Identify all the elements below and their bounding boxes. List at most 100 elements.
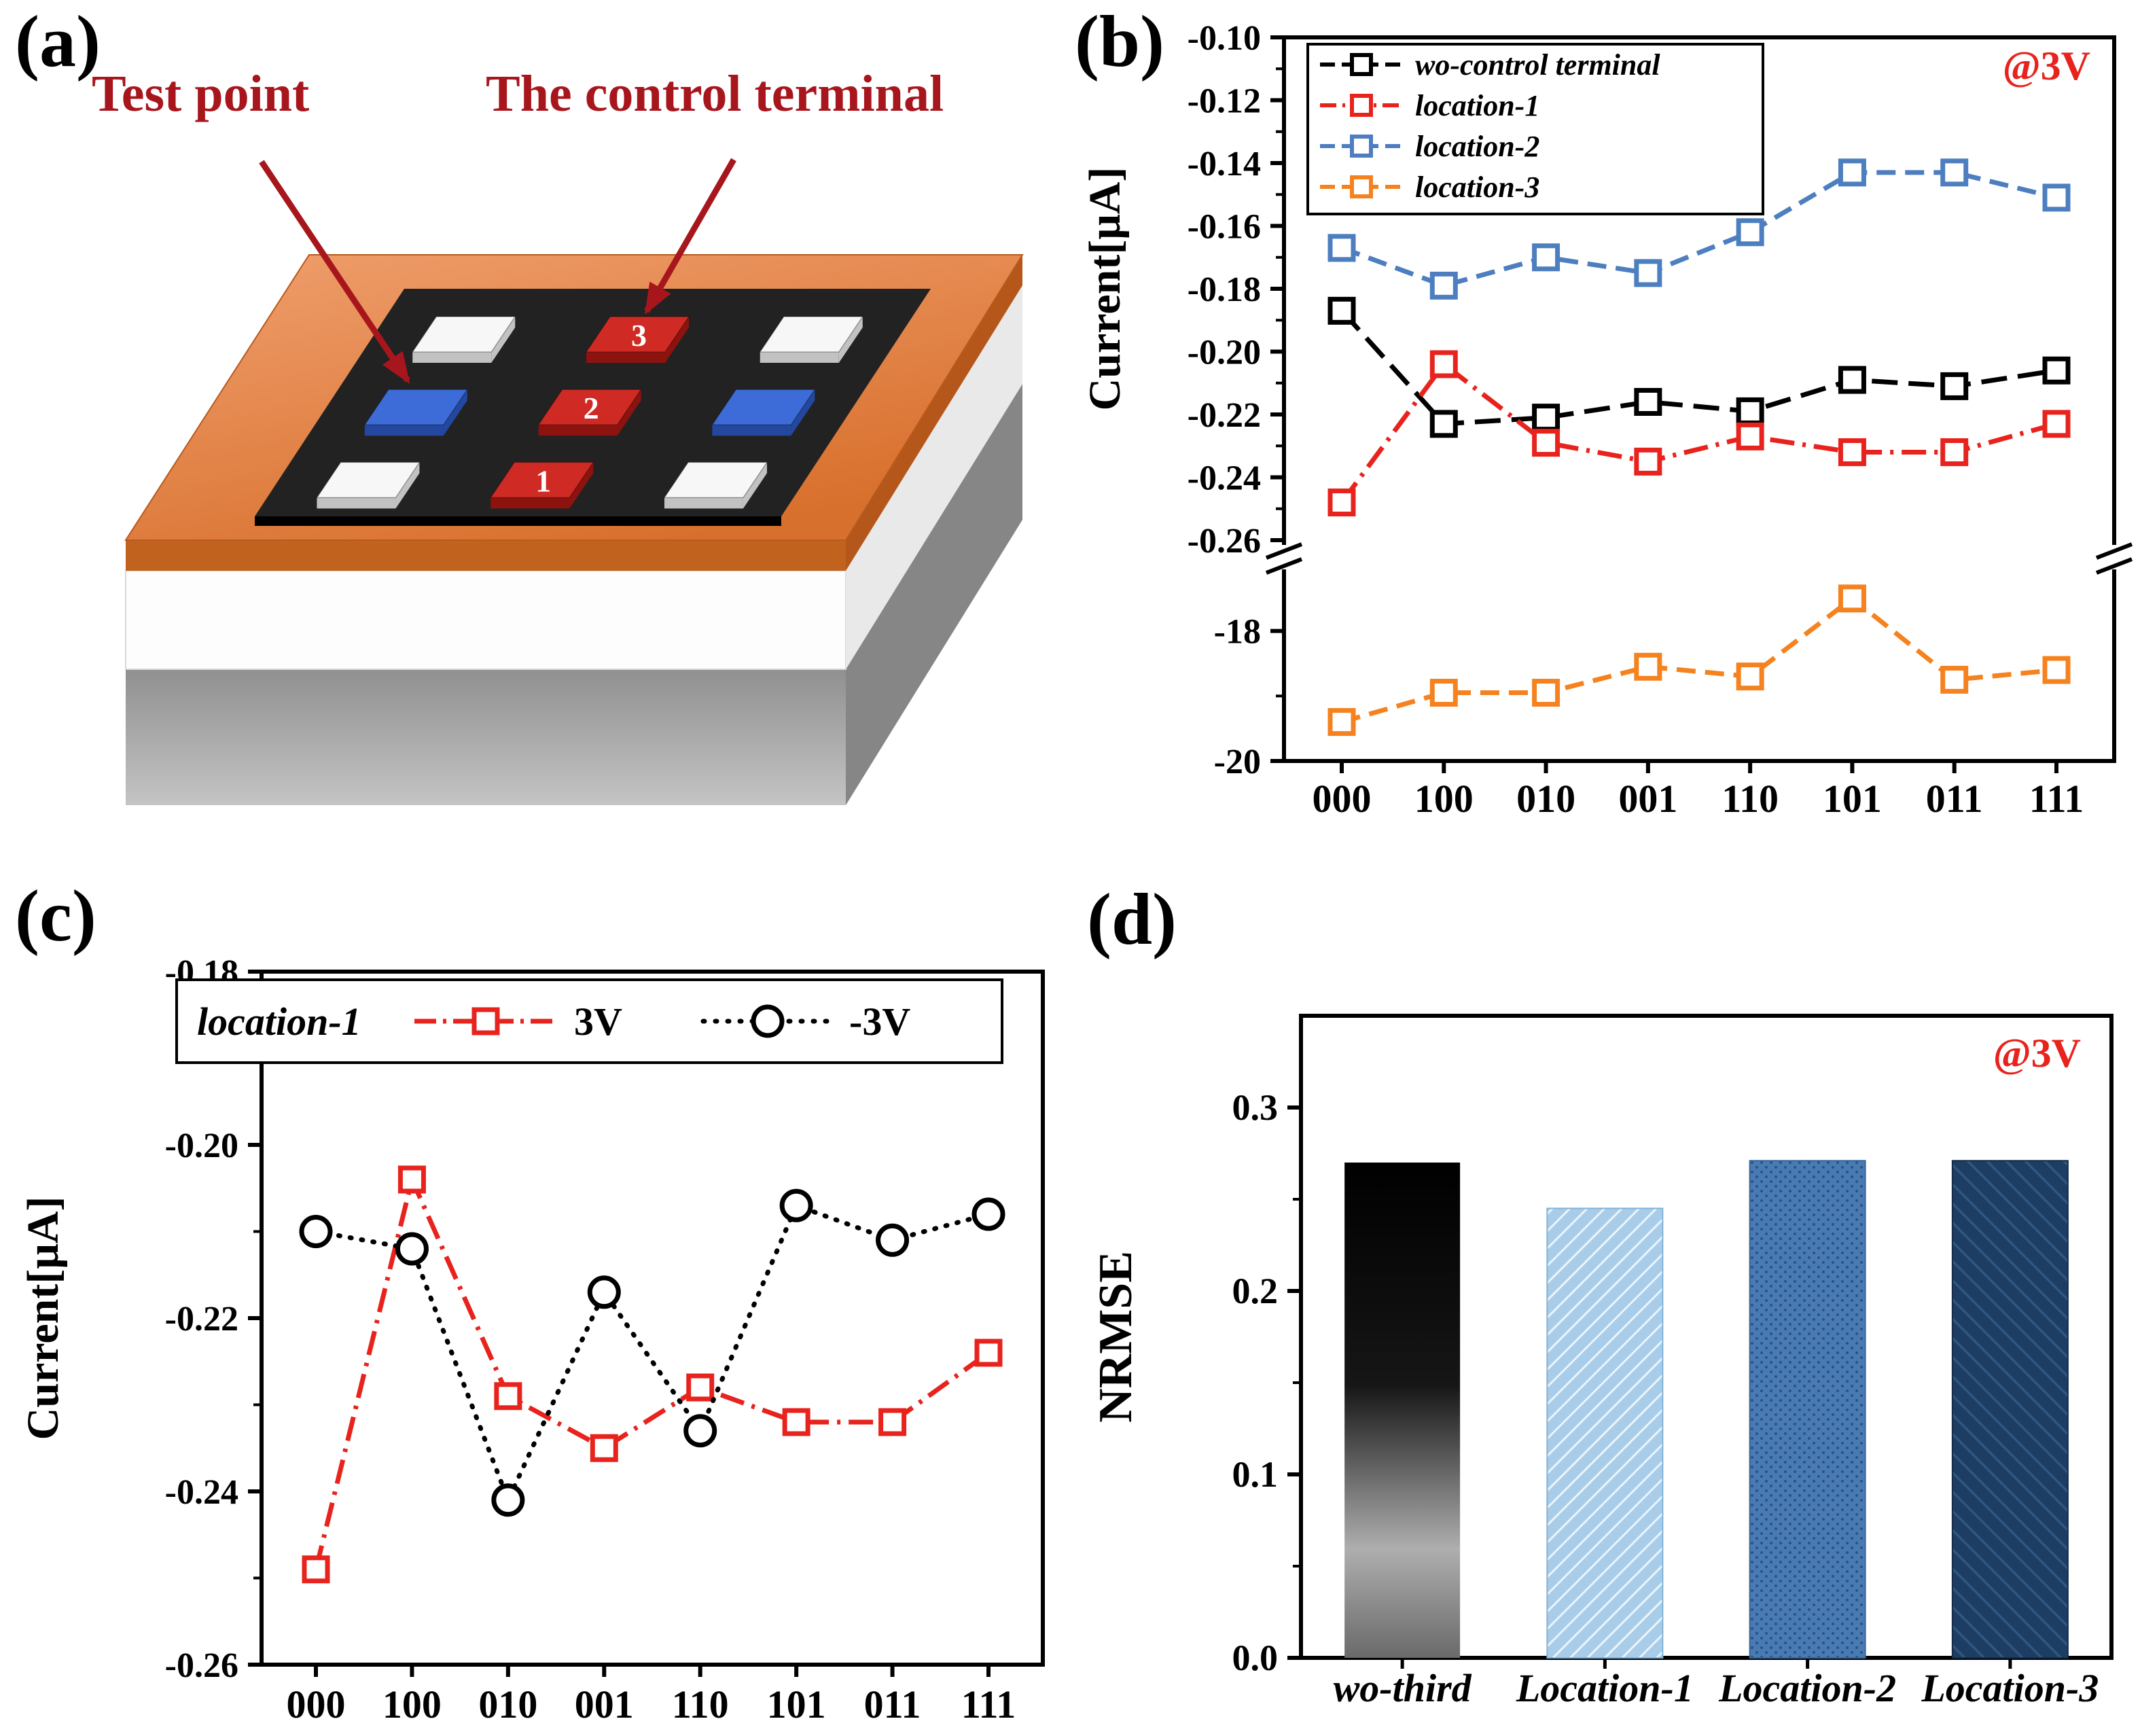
x-tick-label: 100 — [382, 1682, 442, 1726]
y-tick-label: -0.12 — [1188, 82, 1261, 121]
legend-label: -3V — [849, 999, 910, 1044]
legend-marker — [751, 1004, 785, 1038]
y-tick-label: -0.22 — [1188, 396, 1261, 435]
data-marker — [1736, 218, 1764, 247]
pad-side-face — [443, 389, 467, 436]
pad-electrode — [411, 316, 516, 353]
insulator-side-face — [846, 285, 1022, 669]
data-marker — [1634, 447, 1662, 476]
y-tick-label: -18 — [1214, 613, 1261, 652]
legend-marker — [1350, 175, 1373, 198]
pad-electrode — [663, 461, 768, 499]
pad-control — [585, 316, 690, 353]
substrate-side-face — [846, 384, 1022, 805]
y-axis-title: NRMSE — [1090, 1251, 1142, 1423]
x-tick-label: 010 — [1516, 777, 1575, 821]
legend-marker — [1350, 94, 1373, 117]
x-tick-label: 101 — [1823, 777, 1882, 821]
legend-marker — [1350, 135, 1373, 158]
data-marker — [2042, 183, 2071, 212]
data-marker — [590, 1434, 618, 1462]
series-line — [1340, 170, 2057, 289]
pad-front-face — [586, 352, 665, 363]
y-tick-label: -0.18 — [1188, 270, 1261, 309]
y-tick-label: 0.0 — [1232, 1637, 1279, 1678]
y-tick-label: 0.3 — [1232, 1087, 1279, 1128]
data-marker — [1940, 372, 1969, 400]
data-marker — [1429, 679, 1458, 707]
x-tick-label: 011 — [864, 1682, 921, 1726]
y-axis-title: Current[μA] — [1080, 167, 1130, 411]
x-tick-label: 101 — [767, 1682, 826, 1726]
data-marker — [2042, 356, 2071, 385]
pad-side-face — [491, 317, 516, 363]
pad-number: 1 — [535, 463, 551, 498]
bar-Location-1 — [1546, 1207, 1664, 1659]
test-point-arrow — [259, 160, 410, 384]
panel-b-label: (b) — [1075, 1, 1164, 82]
data-marker — [1940, 438, 1969, 466]
y-tick-label: 0.1 — [1232, 1454, 1279, 1495]
data-marker — [1838, 438, 1866, 466]
axis-break-mark — [2095, 542, 2133, 560]
data-marker — [1838, 584, 1866, 613]
pad-side-face — [791, 389, 815, 436]
device-schematic: 3 2 1 — [124, 158, 1024, 805]
data-marker — [1838, 366, 1866, 394]
data-marker — [1736, 397, 1764, 425]
axis-break-mark — [2095, 557, 2133, 575]
pad-front-face — [712, 425, 791, 436]
data-marker — [1327, 296, 1356, 325]
pad-side-face — [617, 389, 641, 436]
bar-label: Location-3 — [1921, 1666, 2099, 1710]
pad-front-face — [491, 497, 570, 509]
y-tick-label: -0.16 — [1188, 208, 1261, 247]
control-terminal-arrow — [644, 158, 736, 315]
x-tick-label: 100 — [1414, 777, 1474, 821]
x-tick-label: 001 — [575, 1682, 634, 1726]
data-marker — [1327, 234, 1356, 262]
chip-plate-edge — [255, 516, 781, 526]
data-marker — [876, 1223, 910, 1257]
bar-Location-2 — [1749, 1160, 1866, 1659]
data-marker — [1736, 662, 1764, 691]
data-marker — [1532, 404, 1561, 432]
pad-number: 3 — [631, 318, 647, 353]
data-marker — [395, 1232, 429, 1266]
film-front-edge — [126, 540, 846, 571]
data-marker — [1429, 350, 1458, 378]
pad-front-face — [760, 352, 839, 363]
panel-d-label: (d) — [1087, 879, 1177, 960]
pad-electrode — [316, 461, 421, 499]
chart-d: 0.0 0.1 0.2 0.3 wo-third Location-1 Location-2… — [1090, 1014, 2114, 1710]
data-marker — [1634, 388, 1662, 416]
pad-test — [363, 389, 469, 425]
pad-side-face — [838, 317, 863, 363]
voltage-annotation: @3V — [1993, 1031, 2081, 1076]
data-marker — [1532, 679, 1561, 707]
pad-front-face — [412, 352, 492, 363]
data-marker — [2042, 410, 2071, 438]
pad-test — [711, 389, 816, 425]
chart-b: -0.10 -0.12 -0.14 -0.16 -0.18 -0.20 -0.22 -0.24… — [1080, 19, 2133, 821]
data-marker — [1940, 158, 1969, 187]
x-tick-label: 110 — [1722, 777, 1779, 821]
y-tick-label: 0.2 — [1232, 1271, 1279, 1311]
insulator-front-face — [125, 570, 846, 670]
x-tick-label: 000 — [287, 1682, 346, 1726]
data-marker — [587, 1275, 621, 1309]
data-marker — [974, 1339, 1003, 1367]
y-tick-label: -0.22 — [165, 1300, 238, 1339]
bar-label: Location-2 — [1718, 1666, 1896, 1710]
y-tick-label: -0.26 — [1188, 522, 1261, 561]
test-point-label: Test point — [92, 65, 310, 122]
axis-break-mark — [1265, 542, 1303, 560]
pad-front-face — [664, 497, 743, 509]
legend-label: location-2 — [1415, 130, 1539, 163]
data-marker — [1429, 410, 1458, 438]
data-marker — [302, 1555, 330, 1584]
y-tick-label: -0.10 — [1188, 19, 1261, 58]
series-line — [1340, 361, 2057, 504]
data-marker — [1532, 429, 1561, 457]
